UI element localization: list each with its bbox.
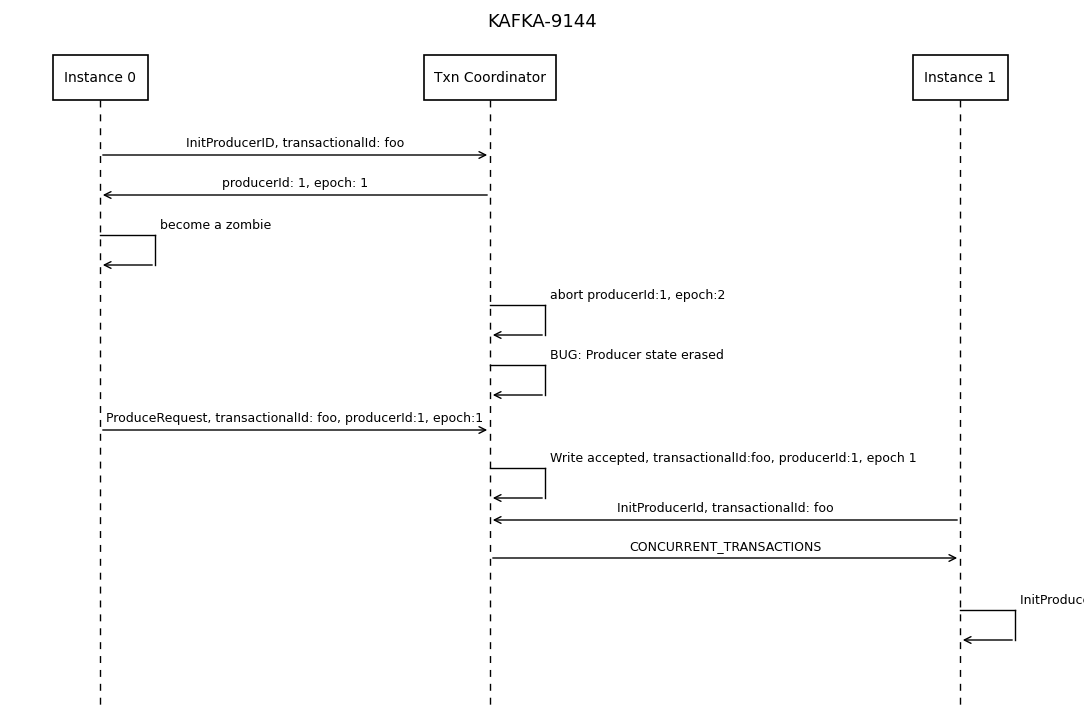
Text: Instance 1: Instance 1 [924, 70, 996, 85]
FancyBboxPatch shape [52, 55, 147, 100]
Text: BUG: Producer state erased: BUG: Producer state erased [550, 349, 724, 362]
Text: abort producerId:1, epoch:2: abort producerId:1, epoch:2 [550, 289, 725, 302]
Text: producerId: 1, epoch: 1: producerId: 1, epoch: 1 [222, 177, 369, 190]
Text: Instance 0: Instance 0 [64, 70, 136, 85]
Text: CONCURRENT_TRANSACTIONS: CONCURRENT_TRANSACTIONS [629, 540, 822, 553]
Text: InitProducerId, transactionalId: foo: InitProducerId, transactionalId: foo [617, 502, 834, 515]
FancyBboxPatch shape [913, 55, 1007, 100]
Text: ProduceRequest, transactionalId: foo, producerId:1, epoch:1: ProduceRequest, transactionalId: foo, pr… [106, 412, 483, 425]
Text: KAFKA-9144: KAFKA-9144 [487, 13, 597, 31]
Text: become a zombie: become a zombie [160, 219, 271, 232]
Text: InitProducerID, transactionalId: foo: InitProducerID, transactionalId: foo [185, 137, 404, 150]
FancyBboxPatch shape [424, 55, 556, 100]
Text: Write accepted, transactionalId:foo, producerId:1, epoch 1: Write accepted, transactionalId:foo, pro… [550, 452, 917, 465]
Text: InitProducerId timed out: InitProducerId timed out [1020, 594, 1084, 607]
Text: Txn Coordinator: Txn Coordinator [434, 70, 546, 85]
